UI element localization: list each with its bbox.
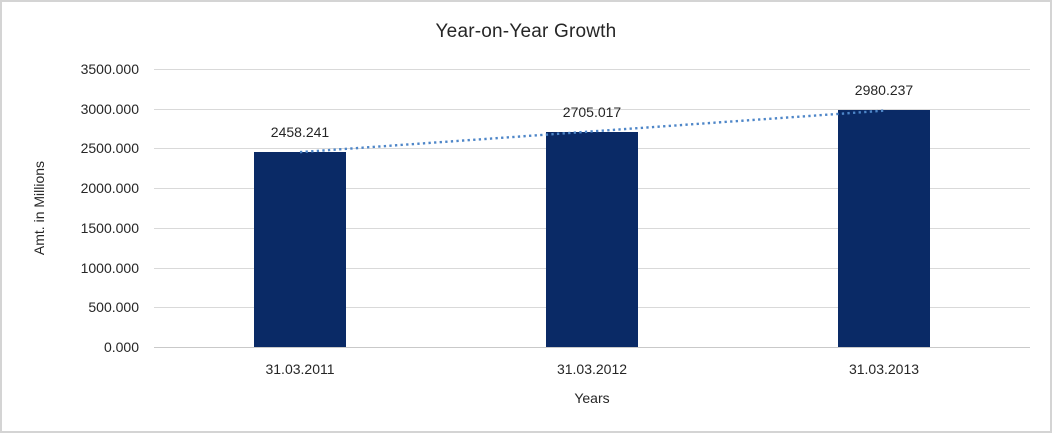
bar-value-label: 2980.237 <box>854 82 914 99</box>
bar <box>838 110 930 347</box>
bar <box>546 132 638 347</box>
bar <box>254 151 346 347</box>
y-tick-label: 1500.000 <box>80 219 139 236</box>
x-tick-label: 31.03.2012 <box>556 361 628 377</box>
bar-value-label: 2705.017 <box>562 104 622 121</box>
y-tick-label: 2000.000 <box>80 180 139 197</box>
gridline <box>154 69 1030 70</box>
y-tick-label: 3000.000 <box>80 100 139 117</box>
y-tick-label: 2500.000 <box>80 140 139 157</box>
bar-value-label: 2458.241 <box>270 123 330 140</box>
y-tick-label: 1000.000 <box>80 259 139 276</box>
x-axis-title: Years <box>574 390 610 406</box>
chart-title: Year-on-Year Growth <box>435 21 617 42</box>
y-tick-label: 500.000 <box>88 299 139 316</box>
x-axis-line <box>154 347 1030 348</box>
gridline <box>154 108 1030 110</box>
x-tick-label: 31.03.2011 <box>265 361 335 377</box>
y-tick-label: 0.000 <box>103 339 139 355</box>
x-tick-label: 31.03.2013 <box>848 361 920 377</box>
y-tick-label: 3500.000 <box>80 61 139 77</box>
